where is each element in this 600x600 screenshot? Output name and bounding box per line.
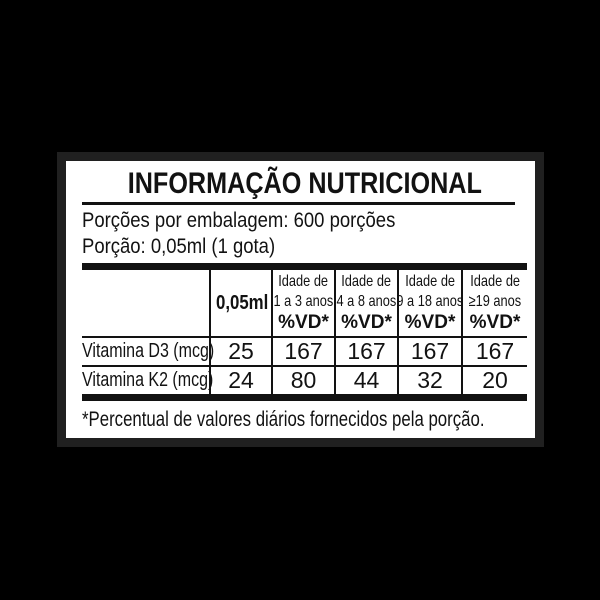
age-header-line1: Idade de — [278, 273, 329, 290]
age-header-line1: Idade de — [341, 273, 392, 290]
vd-header-label: %VD* — [404, 312, 456, 333]
nutrition-label-panel: INFORMAÇÃO NUTRICIONAL Porções por embal… — [57, 152, 544, 447]
vd-value-cell: 167 — [397, 337, 462, 367]
amount-cell: 25 — [209, 337, 272, 367]
label-content: INFORMAÇÃO NUTRICIONAL Porções por embal… — [66, 161, 535, 438]
vd-value-cell: 167 — [271, 337, 335, 367]
amount-cell: 24 — [209, 366, 272, 398]
vd-value-cell: 32 — [397, 366, 462, 398]
age-header-box: Idade de ≥19 anos %VD* — [463, 270, 527, 336]
age-range-label: 1 a 3 anos — [273, 292, 334, 310]
vd-header-label: %VD* — [278, 312, 329, 333]
title-divider — [82, 202, 515, 205]
portion-size: Porção: 0,05ml (1 gota) — [82, 234, 527, 260]
age-header-box: Idade de 1 a 3 anos %VD* — [273, 270, 334, 336]
header-cell-age-9-18: Idade de 9 a 18 anos %VD* — [396, 266, 464, 338]
vd-value-cell: 20 — [461, 366, 527, 398]
nutrient-name-cell: Vitamina K2 (mcg) — [82, 366, 214, 398]
nutrient-name: Vitamina K2 (mcg) — [82, 369, 214, 391]
age-range-label: ≥19 anos — [468, 292, 522, 310]
age-header-box: Idade de 9 a 18 anos %VD* — [396, 270, 464, 336]
header-cell-empty — [82, 266, 210, 338]
header-cell-age-19plus: Idade de ≥19 anos %VD* — [461, 266, 527, 338]
page-title: INFORMAÇÃO NUTRICIONAL — [82, 167, 527, 201]
page-title-text: INFORMAÇÃO NUTRICIONAL — [127, 167, 482, 200]
nutrient-name-cell: Vitamina D3 (mcg) — [82, 337, 214, 367]
header-cell-age-4-8: Idade de 4 a 8 anos %VD* — [334, 266, 398, 338]
table-header-row: 0,05ml Idade de 1 a 3 anos %VD* Idade de… — [82, 266, 527, 338]
table-row-vitamin-d3: Vitamina D3 (mcg) 25 167 167 167 167 — [82, 337, 527, 367]
header-cell-amount: 0,05ml — [209, 266, 272, 338]
vd-value-cell: 44 — [334, 366, 398, 398]
header-cell-age-1-3: Idade de 1 a 3 anos %VD* — [271, 266, 335, 338]
vd-header-label: %VD* — [469, 312, 521, 333]
age-range-label: 9 a 18 anos — [396, 292, 464, 310]
servings-per-package-text: Porções por embalagem: 600 porções — [82, 209, 396, 232]
footnote-text: *Percentual de valores diários fornecido… — [82, 408, 485, 431]
age-header-line1: Idade de — [405, 273, 455, 290]
age-header-line1: Idade de — [470, 273, 520, 290]
footnote: *Percentual de valores diários fornecido… — [82, 407, 527, 432]
servings-block: Porções por embalagem: 600 porções Porçã… — [82, 208, 527, 260]
vd-value-cell: 80 — [271, 366, 335, 398]
age-range-label: 4 a 8 anos — [336, 292, 397, 310]
servings-per-package: Porções por embalagem: 600 porções — [82, 208, 527, 234]
amount-header-label: 0,05ml — [215, 291, 269, 314]
portion-size-text: Porção: 0,05ml (1 gota) — [82, 235, 276, 258]
table-row-vitamin-k2: Vitamina K2 (mcg) 24 80 44 32 20 — [82, 366, 527, 398]
vd-value-cell: 167 — [461, 337, 527, 367]
nutrition-table: 0,05ml Idade de 1 a 3 anos %VD* Idade de… — [82, 263, 527, 401]
nutrient-name: Vitamina D3 (mcg) — [82, 340, 215, 362]
age-header-box: Idade de 4 a 8 anos %VD* — [336, 270, 397, 336]
vd-value-cell: 167 — [334, 337, 398, 367]
vd-header-label: %VD* — [341, 312, 392, 333]
